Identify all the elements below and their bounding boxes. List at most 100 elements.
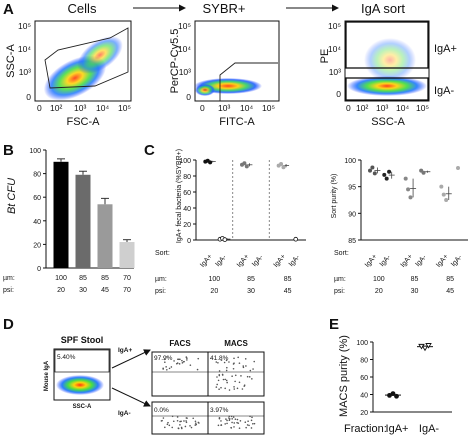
event-dot (178, 363, 181, 365)
sort-label: Sort: (334, 250, 349, 257)
event-dot (173, 360, 175, 362)
y-axis-label: SSC-A (5, 44, 17, 78)
event-dot (165, 366, 167, 368)
y-tick-label: 85 (348, 238, 356, 245)
ytick: 10⁵ (328, 21, 341, 31)
y-tick-label: 60 (360, 375, 368, 382)
y-tick-label: 0 (187, 238, 191, 245)
event-dot (186, 417, 188, 419)
row-label-um: µm: (3, 275, 15, 282)
event-dot (185, 420, 187, 422)
psi-value: 45 (446, 288, 454, 295)
plot-title: IgA sort (361, 1, 405, 16)
um-value: 85 (446, 276, 454, 283)
xtick: 10⁴ (396, 103, 409, 113)
event-dot (246, 375, 249, 378)
event-dot (181, 362, 184, 364)
psi-value: 45 (284, 288, 292, 295)
data-point (421, 345, 429, 352)
data-point (222, 237, 228, 242)
psi-value: 30 (411, 288, 419, 295)
event-dot (220, 359, 223, 361)
y-axis-label: MACS purity (%) (338, 335, 350, 417)
row-label-psi: psi: (3, 287, 14, 294)
event-dot (181, 427, 183, 430)
data-point (244, 164, 249, 169)
row-label-psi: psi: (334, 288, 345, 295)
event-dot (217, 424, 220, 427)
y-tick-label: 0 (37, 266, 41, 273)
y-tick-label: 80 (183, 174, 191, 181)
y-tick-label: 100 (179, 158, 191, 165)
gate-label-iga-neg: IgA- (434, 85, 455, 97)
y-axis-label: Sort purity (%) (331, 174, 338, 219)
data-point (368, 168, 373, 173)
y-tick-label: 80 (33, 172, 41, 179)
row-label-psi: psi: (155, 288, 166, 295)
event-dot (244, 421, 247, 424)
data-point (394, 393, 399, 399)
event-dot (253, 360, 256, 363)
event-dot (233, 386, 235, 388)
facs-iga-neg-pct: 0.0% (154, 407, 169, 414)
event-dot (236, 418, 239, 421)
ytick: 10⁴ (18, 44, 31, 54)
um-value: 85 (247, 276, 255, 283)
event-dot (226, 422, 228, 425)
data-point (384, 176, 389, 181)
arrow-to-iga-neg (111, 387, 151, 407)
event-dot (220, 424, 223, 426)
event-dot (179, 358, 181, 361)
event-dot (233, 388, 236, 390)
x-axis-label: SSC-A (371, 116, 405, 128)
event-dot (179, 424, 181, 426)
y-axis-label: PerCP-Cy5.5 (169, 29, 181, 94)
data-point (439, 184, 444, 189)
y-tick-label: 20 (183, 222, 191, 229)
um-value: 85 (101, 275, 109, 282)
bar (75, 174, 91, 268)
y-tick-label: 95 (348, 185, 356, 192)
y-tick-label: 100 (356, 340, 368, 347)
event-dot (253, 422, 256, 425)
method-label-macs: MACS (224, 339, 248, 348)
panel-label-d: D (3, 316, 14, 333)
event-dot (168, 424, 171, 427)
event-dot (231, 421, 233, 424)
source-pct: 5.40% (57, 354, 76, 361)
sort-label: Sort: (155, 250, 170, 257)
gate-polygon (44, 27, 129, 89)
um-value: 85 (284, 276, 292, 283)
psi-value: 45 (101, 287, 109, 294)
data-point (242, 161, 247, 166)
fraction-label-iga-pos: IgA+ (118, 347, 132, 354)
y-tick-label: 80 (360, 358, 368, 365)
event-dot (194, 424, 197, 426)
sort-tick: IgA- (450, 253, 464, 268)
ytick: 10⁵ (178, 21, 191, 31)
y-axis-label: IgA+ fecal bacteria (%SYBR+) (176, 149, 183, 243)
bar (53, 161, 69, 268)
y-tick-label: 60 (33, 195, 41, 202)
event-dot (163, 358, 166, 361)
event-dot (194, 422, 197, 424)
panel-b-bar-chart: Bt CFU µm: psi: 0 20 40 60 80 100 100 20 85 30 85 4… (3, 148, 135, 294)
event-dot (224, 423, 226, 425)
event-dot (226, 419, 228, 422)
event-dot (178, 358, 180, 361)
data-point (208, 160, 213, 165)
event-dot (231, 418, 233, 420)
y-tick-label: 60 (183, 190, 191, 197)
event-dot (242, 366, 245, 369)
method-label-facs: FACS (169, 339, 191, 348)
gate-iga-pos (345, 21, 429, 69)
event-dot (190, 426, 193, 429)
xtick: 10⁵ (118, 103, 131, 113)
event-dot (246, 424, 249, 426)
y-tick-label: 100 (29, 148, 41, 155)
event-dot (189, 364, 192, 366)
y-axis-label: Bt CFU (6, 178, 18, 214)
plot-title: SYBR+ (203, 1, 246, 16)
y-axis-label: PE (319, 49, 331, 64)
event-dot (228, 415, 231, 418)
